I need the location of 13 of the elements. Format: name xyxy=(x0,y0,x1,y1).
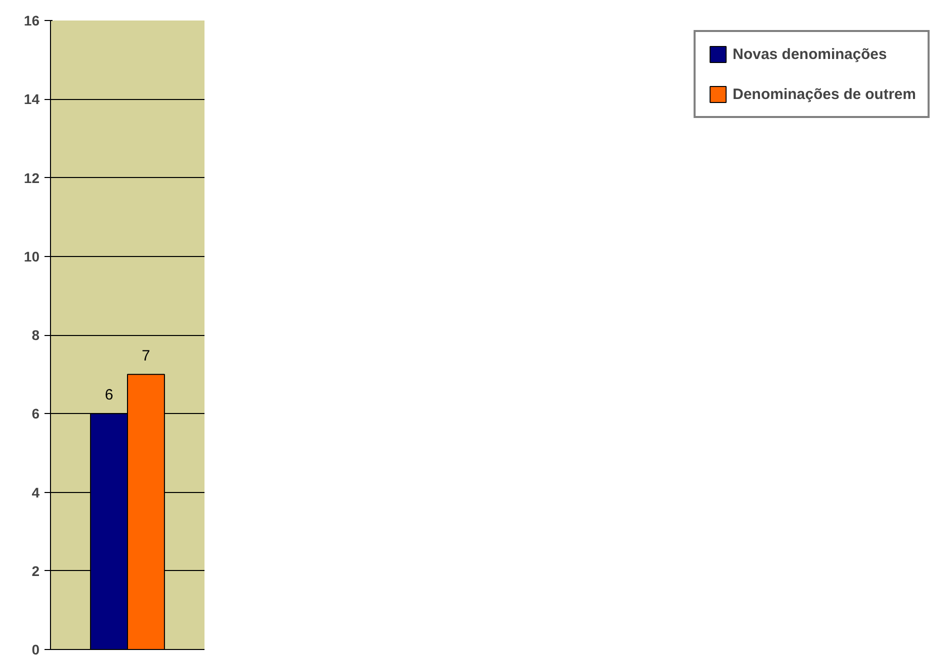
y-tick-label: 14 xyxy=(24,91,40,108)
y-tick-label: 2 xyxy=(32,562,40,579)
data-label: 7 xyxy=(142,347,150,364)
y-tick-label: 4 xyxy=(32,484,40,500)
y-tick-label: 6 xyxy=(32,406,40,422)
y-tick-label: 10 xyxy=(24,248,40,264)
y-tick-label: 12 xyxy=(24,170,40,186)
legend-label: Denominações de outrem xyxy=(732,86,916,102)
y-tick-label: 8 xyxy=(32,327,40,343)
legend-label: Novas denominações xyxy=(732,46,887,62)
y-tick-label: 16 xyxy=(24,12,40,28)
y-tick-label: 0 xyxy=(32,642,40,658)
data-label: 6 xyxy=(104,386,114,404)
